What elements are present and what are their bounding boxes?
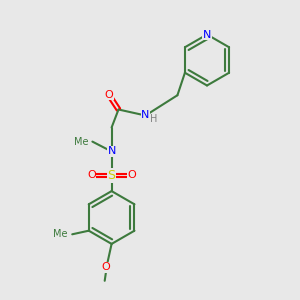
Text: O: O [127, 170, 136, 181]
Text: N: N [107, 146, 116, 157]
Text: Me: Me [74, 136, 89, 147]
Text: N: N [141, 110, 150, 121]
Text: O: O [104, 89, 113, 100]
Text: O: O [101, 262, 110, 272]
Text: S: S [108, 169, 116, 182]
Text: H: H [150, 114, 158, 124]
Text: N: N [203, 29, 211, 40]
Text: Me: Me [53, 229, 68, 239]
Text: O: O [87, 170, 96, 181]
